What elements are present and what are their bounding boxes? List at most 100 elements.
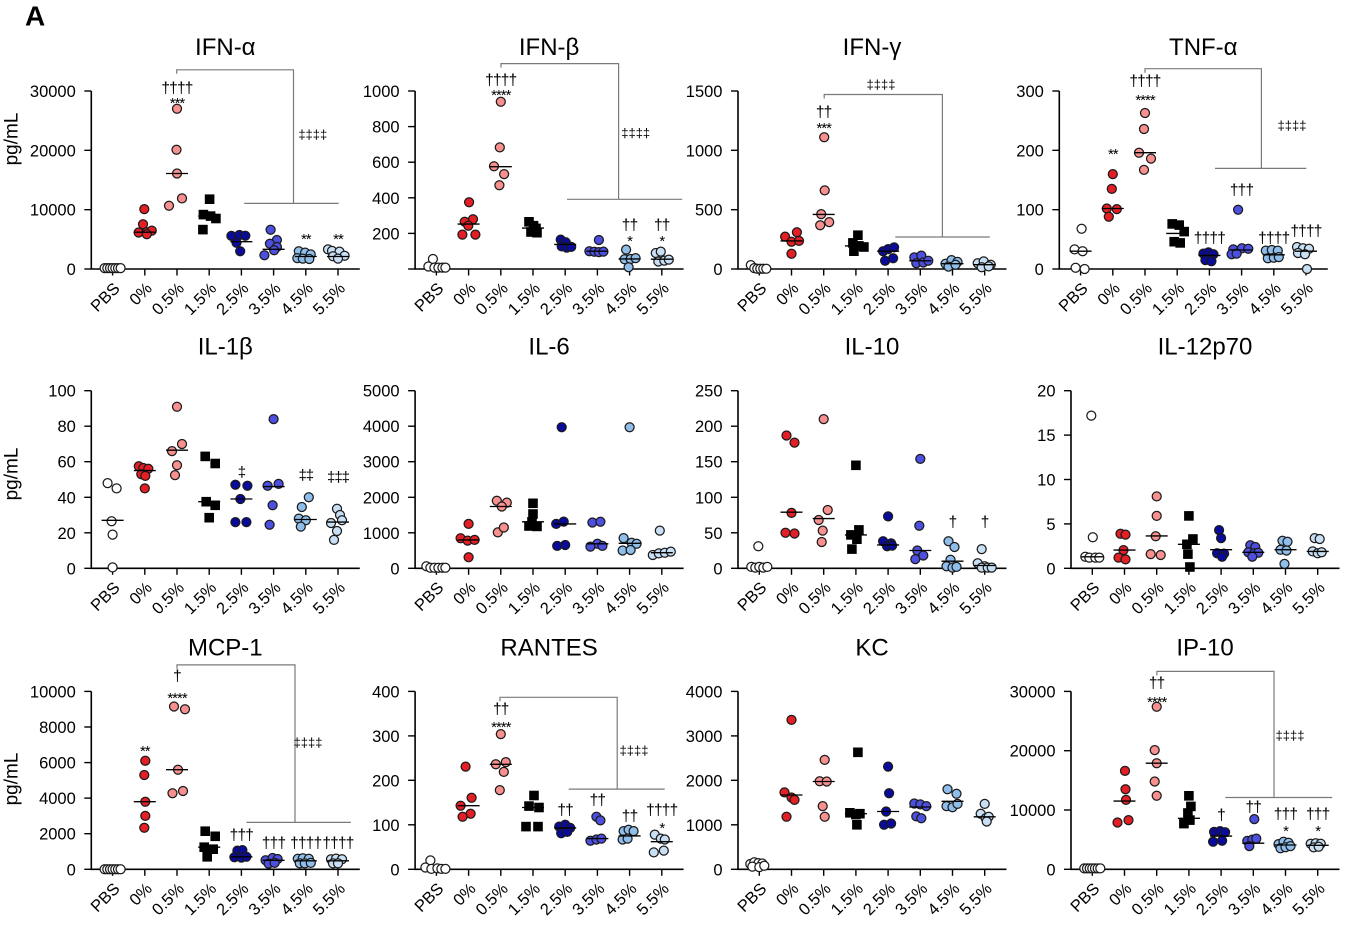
svg-text:††: †† — [557, 802, 573, 819]
svg-text:0: 0 — [713, 560, 722, 578]
svg-text:***: *** — [816, 120, 832, 137]
svg-text:IL-6: IL-6 — [528, 334, 569, 361]
svg-text:20000: 20000 — [30, 142, 76, 160]
svg-text:IL-1β: IL-1β — [198, 334, 253, 361]
svg-text:10: 10 — [1037, 472, 1055, 490]
svg-text:0: 0 — [1046, 560, 1055, 578]
svg-text:TNF-α: TNF-α — [1169, 34, 1238, 61]
svg-text:A: A — [25, 1, 45, 32]
svg-text:††††: †††† — [1129, 73, 1160, 90]
svg-text:5000: 5000 — [363, 383, 400, 401]
svg-text:****: **** — [167, 690, 188, 707]
svg-text:‡‡‡‡: ‡‡‡‡ — [1278, 118, 1307, 133]
svg-text:100: 100 — [1016, 202, 1044, 220]
svg-text:pg/mL: pg/mL — [2, 448, 23, 501]
svg-text:††††: †††† — [1194, 230, 1225, 247]
svg-text:††††: †††† — [1290, 223, 1321, 240]
svg-text:†††: ††† — [1274, 806, 1298, 823]
svg-text:200: 200 — [372, 772, 400, 790]
svg-text:0: 0 — [67, 261, 76, 279]
svg-text:0: 0 — [1046, 861, 1055, 879]
svg-text:****: **** — [1135, 92, 1156, 109]
svg-text:0: 0 — [390, 861, 399, 879]
svg-text:4000: 4000 — [39, 790, 76, 808]
svg-text:0: 0 — [713, 861, 722, 879]
svg-text:*: * — [627, 233, 633, 250]
svg-text:‡‡‡‡: ‡‡‡‡ — [298, 127, 327, 142]
svg-text:‡‡‡‡: ‡‡‡‡ — [294, 735, 323, 750]
svg-text:500: 500 — [695, 202, 723, 220]
svg-text:4000: 4000 — [363, 418, 400, 436]
svg-text:20: 20 — [1037, 383, 1055, 401]
svg-text:80: 80 — [57, 418, 75, 436]
svg-text:††††: †††† — [161, 80, 192, 97]
svg-text:15: 15 — [1037, 427, 1055, 445]
svg-text:600: 600 — [372, 154, 400, 172]
svg-text:150: 150 — [695, 454, 723, 472]
svg-text:10000: 10000 — [1010, 802, 1056, 820]
svg-text:†: † — [173, 668, 181, 685]
svg-text:††††: †††† — [1258, 230, 1289, 247]
svg-text:**: ** — [1108, 146, 1119, 163]
svg-text:††††: †††† — [290, 835, 321, 852]
svg-text:6000: 6000 — [39, 755, 76, 773]
svg-text:****: **** — [491, 87, 512, 104]
svg-text:0: 0 — [390, 560, 399, 578]
svg-text:60: 60 — [57, 454, 75, 472]
svg-text:100: 100 — [372, 817, 400, 835]
svg-text:*: * — [1315, 823, 1321, 840]
svg-text:10000: 10000 — [30, 683, 76, 701]
svg-text:‡‡‡‡: ‡‡‡‡ — [867, 77, 896, 92]
svg-text:30000: 30000 — [30, 83, 76, 101]
svg-text:IL-10: IL-10 — [845, 334, 900, 361]
svg-text:†††: ††† — [1230, 182, 1254, 199]
svg-text:0: 0 — [1035, 261, 1044, 279]
svg-text:300: 300 — [372, 728, 400, 746]
svg-text:200: 200 — [695, 418, 723, 436]
svg-text:0: 0 — [67, 861, 76, 879]
svg-text:2000: 2000 — [686, 772, 723, 790]
svg-text:††††: †††† — [646, 802, 677, 819]
svg-text:pg/mL: pg/mL — [2, 753, 23, 806]
svg-text:****: **** — [1147, 694, 1168, 711]
svg-text:†: † — [981, 514, 989, 531]
svg-text:1000: 1000 — [686, 142, 723, 160]
svg-text:††: †† — [590, 792, 606, 809]
svg-text:††: †† — [622, 217, 638, 234]
svg-text:†: † — [1217, 807, 1225, 824]
svg-text:IP-10: IP-10 — [1176, 634, 1233, 661]
svg-text:††: †† — [1149, 675, 1165, 692]
svg-text:‡‡‡‡: ‡‡‡‡ — [620, 743, 649, 758]
svg-text:*: * — [1283, 823, 1289, 840]
svg-text:3000: 3000 — [363, 454, 400, 472]
svg-text:4000: 4000 — [686, 683, 723, 701]
svg-text:***: *** — [170, 95, 186, 112]
svg-text:100: 100 — [48, 383, 76, 401]
svg-text:††: †† — [493, 701, 509, 718]
svg-text:‡‡‡‡: ‡‡‡‡ — [1276, 728, 1305, 743]
svg-text:3000: 3000 — [686, 728, 723, 746]
svg-text:†: † — [949, 514, 957, 531]
svg-text:1000: 1000 — [686, 817, 723, 835]
svg-text:8000: 8000 — [39, 719, 76, 737]
svg-text:250: 250 — [695, 383, 723, 401]
svg-text:50: 50 — [704, 525, 722, 543]
svg-text:‡‡: ‡‡ — [298, 467, 313, 484]
svg-text:1000: 1000 — [363, 525, 400, 543]
svg-text:200: 200 — [372, 225, 400, 243]
svg-text:MCP-1: MCP-1 — [188, 634, 263, 661]
svg-text:400: 400 — [372, 683, 400, 701]
svg-text:20000: 20000 — [1010, 743, 1056, 761]
svg-text:2000: 2000 — [39, 826, 76, 844]
svg-text:IFN-α: IFN-α — [195, 34, 256, 61]
svg-text:400: 400 — [372, 190, 400, 208]
svg-text:****: **** — [491, 719, 512, 736]
svg-text:0: 0 — [713, 261, 722, 279]
svg-text:††: †† — [622, 808, 638, 825]
svg-text:*: * — [659, 820, 665, 837]
svg-text:pg/mL: pg/mL — [2, 113, 23, 166]
svg-text:††††: †††† — [322, 835, 353, 852]
svg-text:IL-12p70: IL-12p70 — [1158, 334, 1253, 361]
svg-text:**: ** — [140, 743, 151, 760]
svg-text:1500: 1500 — [686, 83, 723, 101]
